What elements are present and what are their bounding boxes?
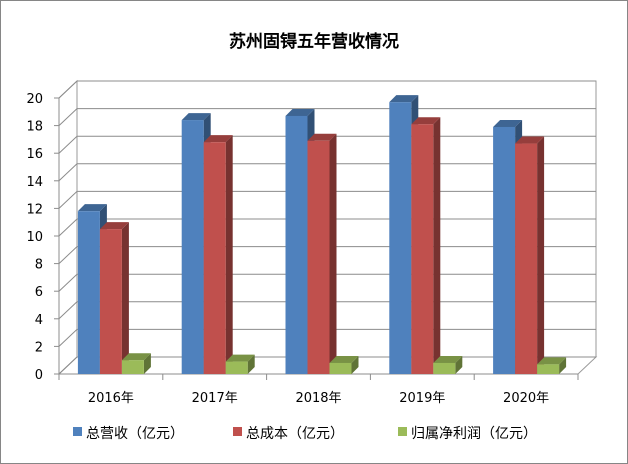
- legend-label: 总营收（亿元）: [86, 426, 184, 442]
- bar-front: [329, 362, 352, 374]
- bar-top: [99, 222, 129, 230]
- bar-side: [351, 355, 359, 374]
- bar-side: [455, 355, 463, 374]
- bar: [329, 355, 359, 374]
- bar-front: [515, 143, 538, 374]
- y-tick-label: 10: [26, 230, 43, 245]
- bar-front: [181, 120, 204, 374]
- bar-side: [121, 222, 129, 374]
- gridline: [58, 108, 596, 126]
- bar-side: [143, 353, 151, 374]
- bar-front: [537, 364, 560, 374]
- bar-side: [247, 354, 255, 374]
- bar-side: [537, 136, 545, 374]
- bar: [203, 135, 233, 374]
- bar-side: [225, 135, 233, 374]
- y-tick-label: 2: [35, 340, 43, 355]
- bar-front: [389, 102, 412, 374]
- bar-front: [99, 229, 122, 374]
- x-tick-label: 2019年: [399, 391, 445, 406]
- bar-side: [329, 133, 337, 374]
- bar: [411, 117, 441, 374]
- y-tick-label: 6: [35, 285, 43, 300]
- bar-top: [121, 353, 151, 361]
- bar-front: [77, 211, 100, 374]
- plot-area: 0 2 4 6 8 10 12 14 16 18 20 2016年 2017年 2018年 2019年 202…: [26, 79, 598, 406]
- legend-label: 总成本（亿元）: [246, 426, 344, 442]
- bar-front: [285, 115, 308, 374]
- bar-front: [121, 360, 144, 374]
- x-tick-label: 2018年: [295, 391, 341, 406]
- bar-top: [433, 355, 463, 363]
- bar-top: [181, 113, 211, 121]
- y-tick-label: 4: [35, 313, 43, 328]
- bar: [537, 357, 567, 374]
- y-tick-label: 0: [35, 368, 43, 383]
- bar-front: [225, 361, 248, 374]
- bar-top: [493, 119, 523, 127]
- bar-top: [307, 133, 337, 141]
- legend-swatch: [73, 427, 82, 436]
- bar-front: [411, 124, 434, 374]
- bar-front: [203, 142, 226, 374]
- x-tick-label: 2017年: [192, 391, 238, 406]
- bar-top: [411, 117, 441, 125]
- y-tick-label: 16: [26, 147, 43, 162]
- legend-swatch: [398, 427, 407, 436]
- bar-top: [389, 95, 419, 103]
- y-tick-label: 8: [35, 258, 43, 273]
- bar: [121, 353, 151, 374]
- legend-swatch: [233, 427, 242, 436]
- bar: [515, 136, 545, 374]
- y-tick-label: 20: [26, 92, 43, 107]
- bar-front: [493, 126, 516, 374]
- bar: [433, 355, 463, 374]
- bar: [225, 354, 255, 374]
- chart-title: 苏州固锝五年营收情况: [229, 31, 399, 52]
- bar-top: [537, 357, 567, 365]
- bar-top: [515, 136, 545, 144]
- y-tick-label: 18: [26, 120, 43, 135]
- bar: [307, 133, 337, 374]
- y-tick-label: 14: [26, 175, 43, 190]
- gridline: [58, 80, 596, 99]
- y-tick-label: 12: [26, 202, 43, 217]
- bar-top: [77, 204, 107, 212]
- bar-top: [329, 355, 359, 363]
- bar-top: [285, 108, 315, 116]
- bar-side: [559, 357, 567, 374]
- legend-label: 归属净利润（亿元）: [411, 425, 537, 442]
- bar: [99, 222, 129, 374]
- legend: 总营收（亿元） 总成本（亿元） 归属净利润（亿元）: [73, 425, 537, 442]
- bar-front: [307, 140, 330, 374]
- bar-top: [225, 354, 255, 362]
- x-tick-label: 2020年: [503, 391, 549, 406]
- x-tick-label: 2016年: [88, 391, 134, 406]
- bar-top: [203, 135, 233, 143]
- bar-front: [433, 362, 456, 374]
- bar-side: [433, 117, 441, 374]
